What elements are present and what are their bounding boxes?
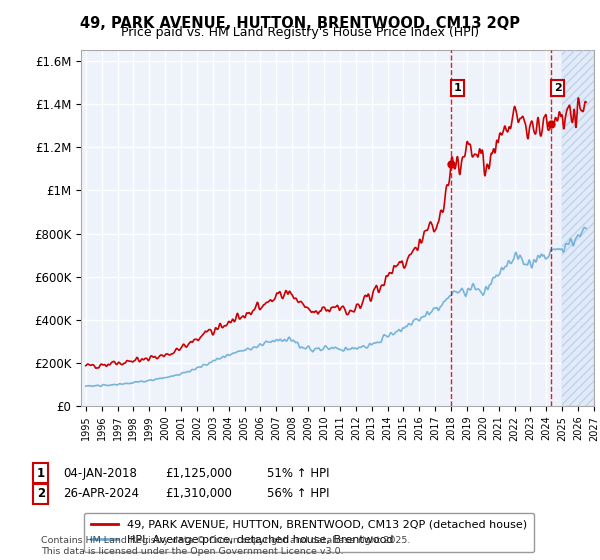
Text: 2: 2 — [554, 83, 562, 93]
Text: 1: 1 — [37, 466, 45, 480]
Bar — [562, 50, 594, 406]
Text: 26-APR-2024: 26-APR-2024 — [63, 487, 139, 501]
Text: 56% ↑ HPI: 56% ↑ HPI — [267, 487, 329, 501]
Bar — [562, 50, 594, 406]
Text: 1: 1 — [454, 83, 461, 93]
Text: 51% ↑ HPI: 51% ↑ HPI — [267, 466, 329, 480]
Text: 2: 2 — [37, 487, 45, 501]
Text: £1,125,000: £1,125,000 — [165, 466, 232, 480]
Text: Price paid vs. HM Land Registry's House Price Index (HPI): Price paid vs. HM Land Registry's House … — [121, 26, 479, 39]
Text: Contains HM Land Registry data © Crown copyright and database right 2025.
This d: Contains HM Land Registry data © Crown c… — [41, 536, 410, 556]
Legend: 49, PARK AVENUE, HUTTON, BRENTWOOD, CM13 2QP (detached house), HPI: Average pric: 49, PARK AVENUE, HUTTON, BRENTWOOD, CM13… — [84, 513, 534, 552]
Text: £1,310,000: £1,310,000 — [165, 487, 232, 501]
Text: 49, PARK AVENUE, HUTTON, BRENTWOOD, CM13 2QP: 49, PARK AVENUE, HUTTON, BRENTWOOD, CM13… — [80, 16, 520, 31]
Text: 04-JAN-2018: 04-JAN-2018 — [63, 466, 137, 480]
